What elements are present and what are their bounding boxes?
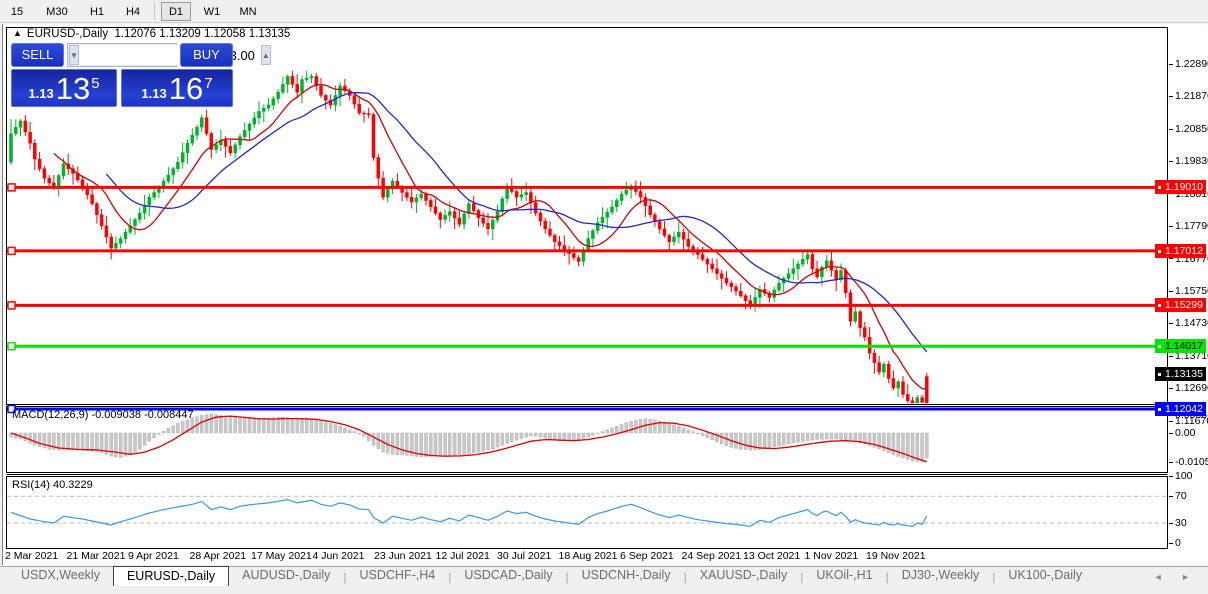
buy-button[interactable]: BUY: [180, 43, 233, 67]
buy-price-prefix: 1.13: [141, 86, 167, 101]
volume-stepper: ▼ ▲: [67, 43, 271, 67]
current-price-label: 1.13135: [1155, 367, 1206, 382]
timeframe-button-h1[interactable]: H1: [89, 6, 105, 18]
axis-tick-label: 100: [1169, 470, 1193, 482]
chart-tab-dj30-weekly[interactable]: DJ30-,Weekly: [901, 568, 980, 582]
axis-tick-label: -0.01059: [1169, 456, 1208, 468]
chart-title: ▲ EURUSD-,Daily 1.12076 1.13209 1.12058 1…: [13, 28, 290, 40]
tab-separator: |: [343, 570, 347, 584]
hline-price-label: 1.12042: [1155, 401, 1206, 416]
chart-window[interactable]: ▲ EURUSD-,Daily 1.12076 1.13209 1.12058 1…: [2, 24, 1208, 565]
tab-scroll-arrows[interactable]: ◄ ►: [1153, 572, 1198, 582]
price-chart-plot[interactable]: [3, 24, 1168, 574]
sell-price-sup: 5: [91, 75, 100, 92]
chart-tab-bar: USDX,Weekly EURUSD-,Daily AUDUSD-,Daily | US…: [0, 566, 1208, 587]
tab-separator: |: [885, 570, 889, 584]
axis-tick-label: 1.21870: [1169, 90, 1208, 102]
axis-tick-label: 0.00: [1169, 427, 1195, 439]
chart-ohlc-values: 1.12076 1.13209 1.12058 1.13135: [114, 28, 291, 40]
axis-tick-label: 1.15750: [1169, 285, 1208, 297]
hline-price-label: 1.17012: [1155, 243, 1206, 258]
buy-price-sup: 7: [204, 75, 213, 92]
chart-tab-uk100-daily[interactable]: UK100-,Daily: [1008, 568, 1083, 582]
volume-decrease-icon[interactable]: ▼: [69, 45, 79, 65]
macd-indicator-label: MACD(12,26,9) -0.009038 -0.008447: [12, 409, 194, 421]
chart-tab-usdx-weekly[interactable]: USDX,Weekly: [21, 568, 100, 582]
tab-separator: |: [683, 570, 687, 584]
timeframe-button-d1[interactable]: D1: [161, 2, 191, 21]
axis-tick-label: 1.14730: [1169, 317, 1208, 329]
tab-separator: |: [992, 570, 996, 584]
date-axis-label: 4 Jun 2021: [312, 550, 365, 562]
date-axis-label: 21 Mar 2021: [66, 550, 126, 562]
buy-price-display[interactable]: 1.13 16 7: [121, 69, 233, 107]
date-axis-label: 6 Sep 2021: [620, 550, 674, 562]
axis-tick-label: 1.12690: [1169, 382, 1208, 394]
price-axis[interactable]: 1.228901.218701.208501.198301.188101.177…: [1155, 24, 1208, 565]
toolbar-divider: [154, 2, 155, 20]
date-axis-label: 30 Jul 2021: [497, 550, 552, 562]
chart-tab-usdchf-h4[interactable]: USDCHF-,H4: [359, 568, 436, 582]
chart-tab-usdcnh-daily[interactable]: USDCNH-,Daily: [581, 568, 671, 582]
axis-tick-label: 70: [1169, 490, 1187, 502]
sell-button[interactable]: SELL: [11, 43, 64, 67]
date-axis-label: 9 Apr 2021: [128, 550, 179, 562]
date-axis[interactable]: 2 Mar 2021 21 Mar 2021 9 Apr 2021 28 Apr 20…: [3, 548, 1167, 564]
timeframe-button-15[interactable]: 15: [10, 6, 24, 18]
tab-separator: |: [800, 570, 804, 584]
bottom-strip: [0, 586, 1208, 594]
sell-price-display[interactable]: 1.13 13 5: [11, 69, 117, 107]
axis-tick-label: 1.17790: [1169, 220, 1208, 232]
axis-tick-label: 1.20850: [1169, 123, 1208, 135]
volume-input[interactable]: [78, 45, 261, 65]
chart-tab-eurusd-daily[interactable]: EURUSD-,Daily: [112, 566, 230, 587]
hline-price-label: 1.19010: [1155, 180, 1206, 195]
chart-tab-usdcad-daily[interactable]: USDCAD-,Daily: [464, 568, 553, 582]
sell-price-big: 13: [55, 71, 91, 106]
date-axis-label: 13 Oct 2021: [743, 550, 801, 562]
timeframe-button-w1[interactable]: W1: [203, 6, 221, 18]
date-axis-label: 28 Apr 2021: [189, 550, 247, 562]
chart-tab-audusd-daily[interactable]: AUDUSD-,Daily: [242, 568, 331, 582]
collapse-panel-icon[interactable]: ▲: [13, 28, 22, 38]
date-axis-label: 23 Jun 2021: [374, 550, 432, 562]
date-axis-label: 18 Aug 2021: [558, 550, 618, 562]
rsi-indicator-label: RSI(14) 40.3229: [12, 479, 93, 491]
axis-tick-label: 1.19830: [1169, 155, 1208, 167]
chart-tab-ukoil-h1[interactable]: UKOil-,H1: [816, 568, 873, 582]
axis-tick-label: 30: [1169, 517, 1187, 529]
chart-symbol-label: EURUSD-,Daily: [26, 28, 109, 40]
date-axis-label: 2 Mar 2021: [5, 550, 59, 562]
hline-price-label: 1.15299: [1155, 298, 1206, 313]
date-axis-label: 1 Nov 2021: [804, 550, 859, 562]
volume-increase-icon[interactable]: ▲: [260, 45, 271, 65]
date-axis-label: 17 May 2021: [251, 550, 312, 562]
tab-separator: |: [565, 570, 569, 584]
date-axis-label: 19 Nov 2021: [866, 550, 926, 562]
sell-price-prefix: 1.13: [28, 86, 54, 101]
axis-tick-label: 0: [1169, 537, 1181, 549]
timeframe-button-h4[interactable]: H4: [125, 6, 141, 18]
date-axis-label: 24 Sep 2021: [681, 550, 742, 562]
timeframe-button-mn[interactable]: MN: [239, 6, 257, 18]
timeframe-button-m30[interactable]: M30: [46, 6, 68, 18]
axis-tick-label: 1.22890: [1169, 58, 1208, 70]
hline-price-label: 1.14017: [1155, 339, 1206, 354]
tab-separator: |: [448, 570, 452, 584]
date-axis-label: 12 Jul 2021: [435, 550, 490, 562]
timeframe-toolbar: 15 M30 H1 H4 D1 W1 MN: [0, 0, 1208, 23]
chart-tab-xauusd-daily[interactable]: XAUUSD-,Daily: [699, 568, 788, 582]
buy-price-big: 16: [168, 71, 204, 106]
